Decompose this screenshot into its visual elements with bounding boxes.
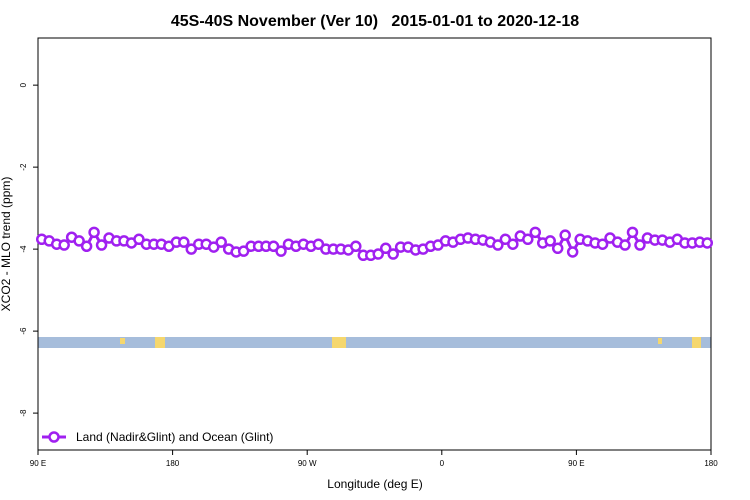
point xyxy=(267,240,280,253)
x-tick-label: 0 xyxy=(440,459,445,468)
point xyxy=(596,238,609,250)
land-patch xyxy=(692,337,701,348)
point xyxy=(185,243,198,255)
legend-marker xyxy=(48,431,60,443)
point xyxy=(350,240,362,253)
land-patch xyxy=(658,338,662,344)
point xyxy=(559,229,571,241)
y-tick-label: -8 xyxy=(19,409,28,417)
point xyxy=(566,246,579,258)
ocean-strip xyxy=(38,337,711,348)
point xyxy=(88,226,100,239)
point xyxy=(619,239,631,251)
point xyxy=(80,240,93,253)
point xyxy=(701,237,714,249)
land-ocean-strip xyxy=(38,337,711,348)
point xyxy=(237,245,250,257)
point xyxy=(634,239,646,251)
point xyxy=(133,233,145,246)
point xyxy=(58,239,70,251)
point xyxy=(492,239,504,251)
x-tick-label: 90 E xyxy=(30,459,46,468)
point xyxy=(275,245,287,257)
point xyxy=(626,226,639,239)
x-tick-label: 90 W xyxy=(298,459,317,468)
y-tick-label: -6 xyxy=(19,327,28,335)
land-patch xyxy=(120,338,125,344)
y-tick-label: 0 xyxy=(19,82,28,87)
point xyxy=(312,238,325,250)
point xyxy=(178,236,190,248)
x-tick-label: 90 E xyxy=(568,459,584,468)
x-axis-label: Longitude (deg E) xyxy=(327,477,422,491)
y-tick-label: -2 xyxy=(19,163,28,171)
land-patch xyxy=(155,337,165,348)
point xyxy=(73,235,85,247)
chart-title: 45S-40S November (Ver 10) 2015-01-01 to … xyxy=(171,13,579,30)
point xyxy=(379,242,392,255)
x-tick-label: 180 xyxy=(704,459,718,468)
point xyxy=(529,226,542,239)
land-patch xyxy=(332,337,346,348)
point xyxy=(372,248,384,260)
legend-label: Land (Nadir&Glint) and Ocean (Glint) xyxy=(76,430,273,444)
point xyxy=(544,235,556,247)
point xyxy=(387,248,399,260)
point xyxy=(215,236,227,248)
point xyxy=(522,233,534,246)
point xyxy=(499,233,512,246)
x-tick-label: 180 xyxy=(166,459,180,468)
point xyxy=(95,239,108,251)
y-axis-label: XCO2 - MLO trend (ppm) xyxy=(0,177,13,312)
point xyxy=(207,241,220,253)
y-tick-label: -4 xyxy=(19,245,28,253)
point xyxy=(551,242,564,255)
point xyxy=(507,238,519,250)
